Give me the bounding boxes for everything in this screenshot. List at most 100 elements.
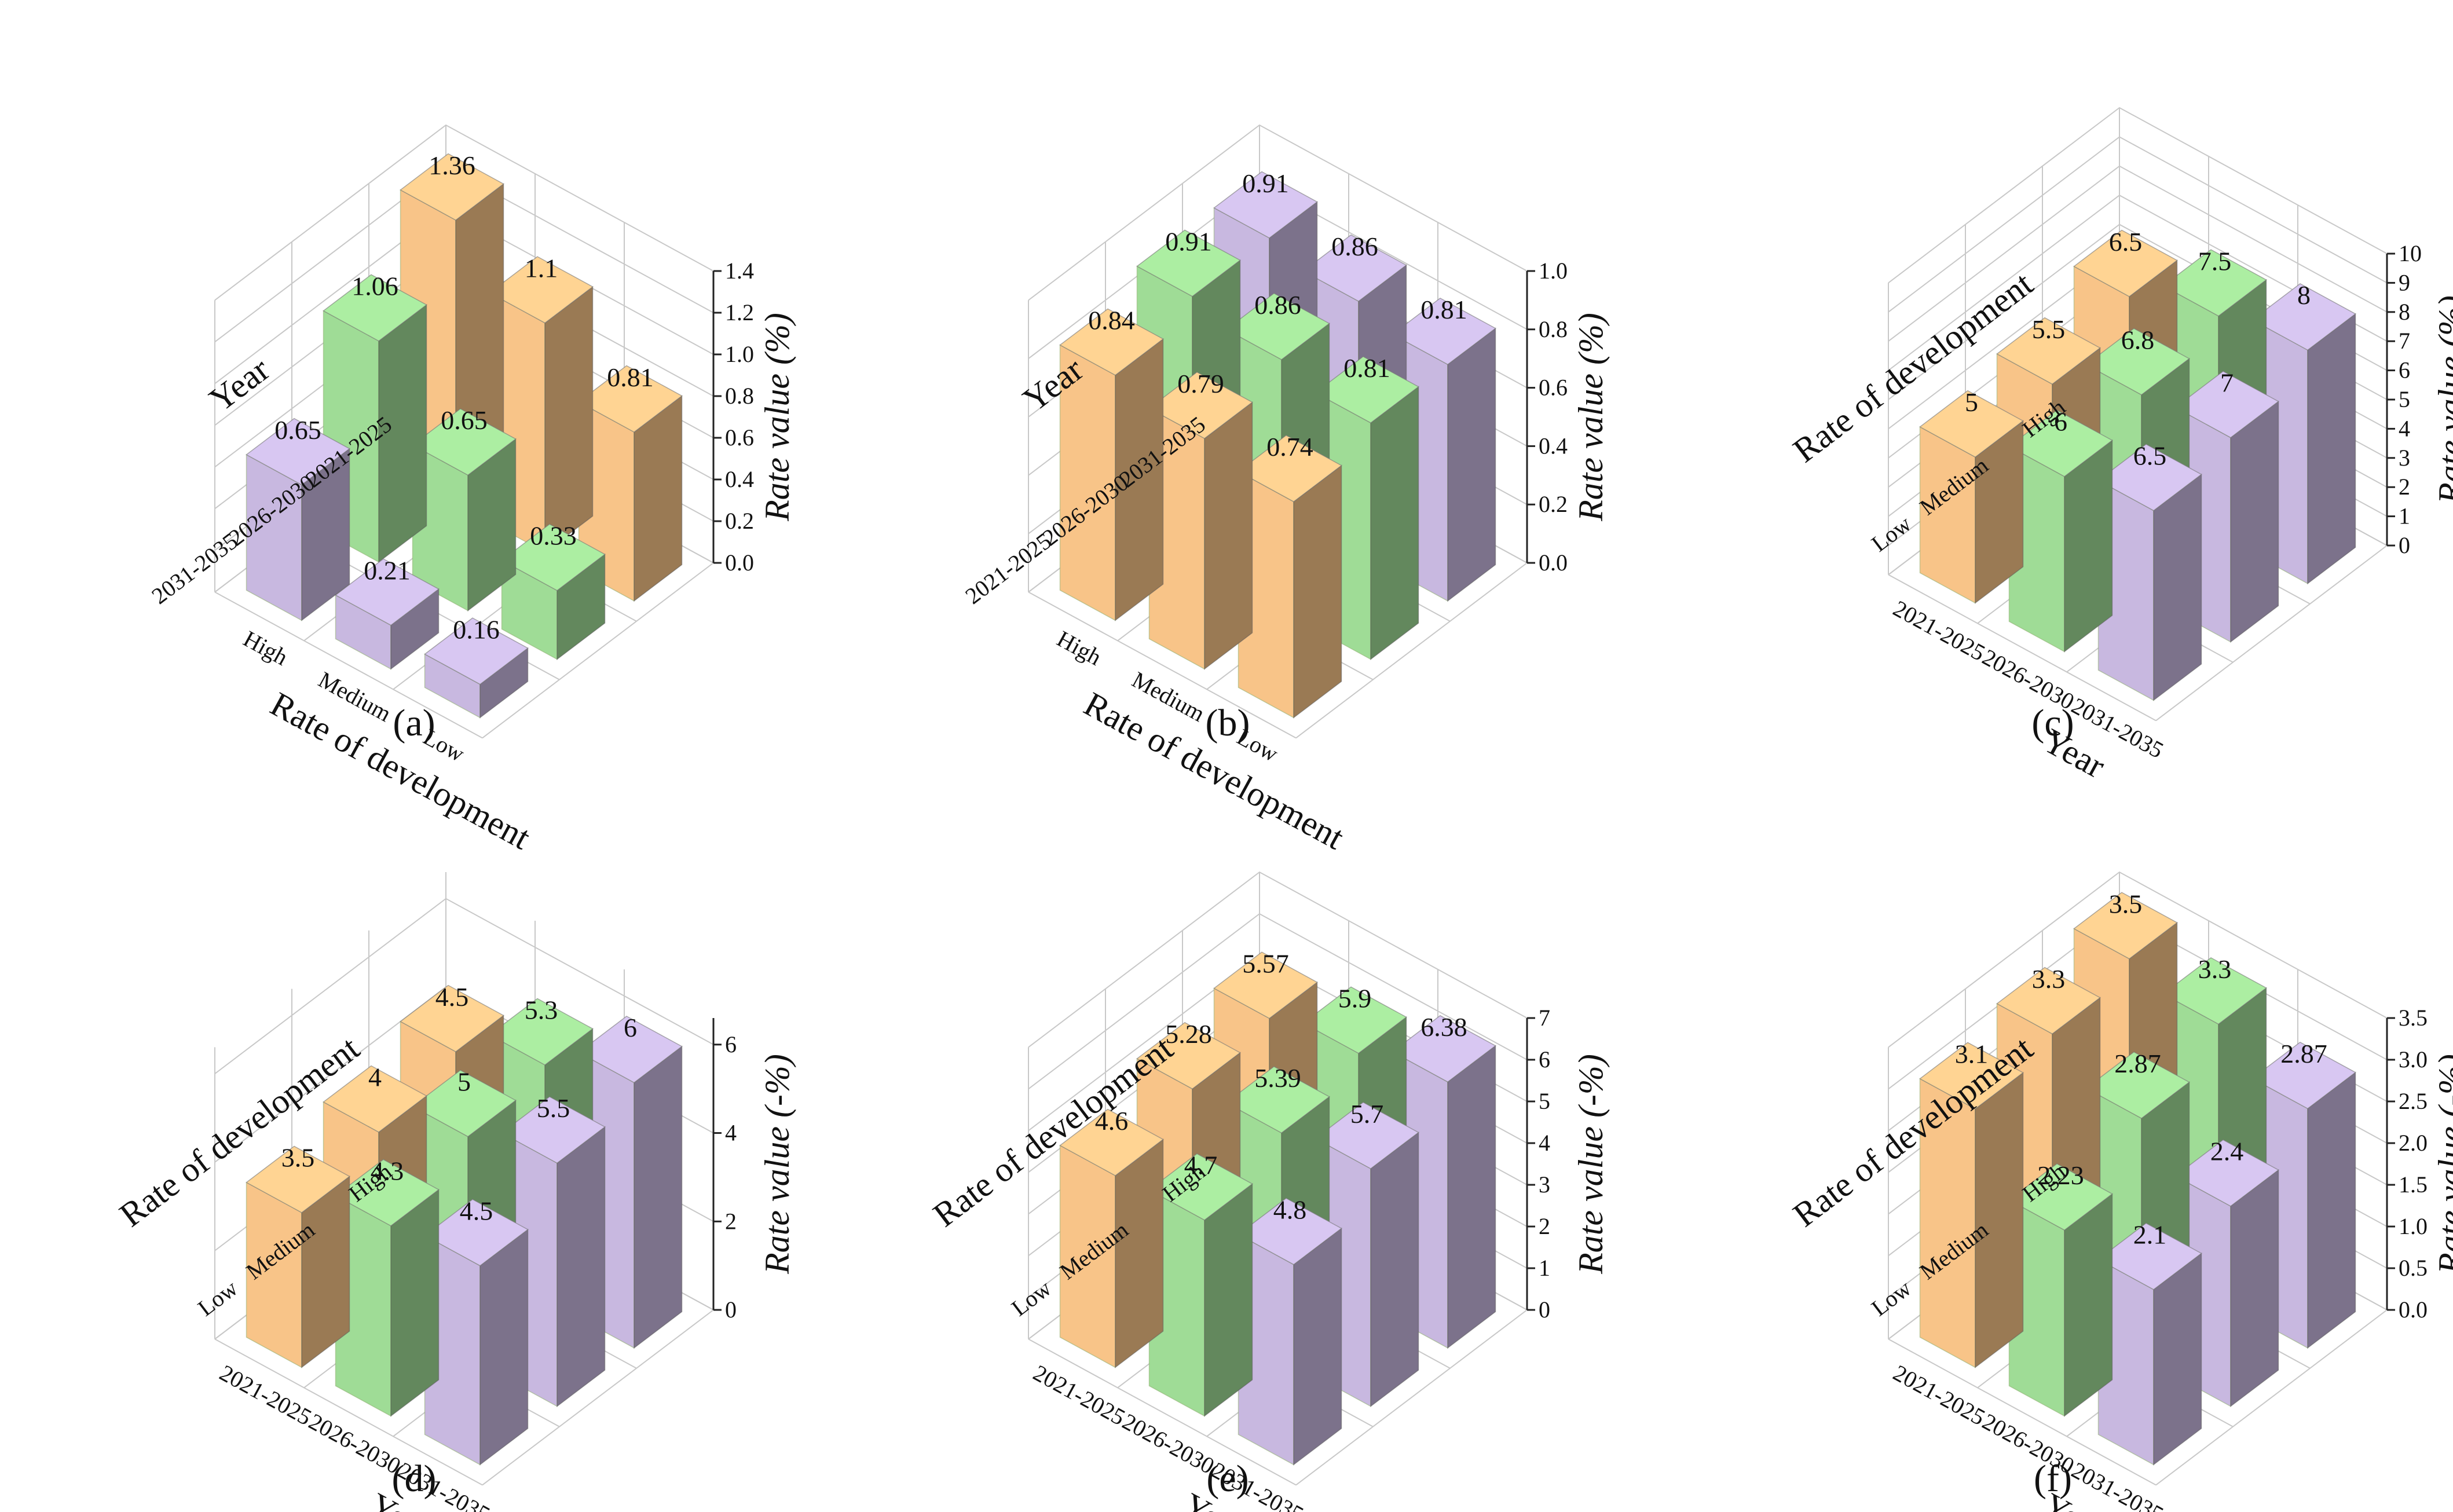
data-label: 6 — [2054, 407, 2067, 437]
value-tick-label: 0.0 — [1539, 550, 1568, 576]
bar-low-2026-2030 — [2008, 1163, 2113, 1417]
value-tick-label: 5 — [1539, 1088, 1550, 1114]
data-label: 0.79 — [1177, 369, 1224, 398]
data-label: 0.65 — [274, 415, 321, 445]
bar-2021-2025-low — [1238, 434, 1342, 719]
bar-2031-2035-medium — [335, 558, 440, 670]
value-tick-label: 0.0 — [2399, 1297, 2428, 1323]
value-tick-label: 2 — [2399, 474, 2410, 500]
panel-label-d: (d) — [392, 1458, 437, 1500]
panel-label-f: (f) — [2034, 1458, 2072, 1500]
column-tick-label: 2026-2030 — [1118, 1408, 1219, 1480]
value-axis-title: Rate value (%) — [758, 313, 796, 522]
data-label: 3.5 — [2109, 889, 2143, 918]
data-label: 1.1 — [525, 253, 558, 283]
value-tick-label: 6 — [2399, 357, 2410, 383]
data-label: 3.1 — [1955, 1039, 1989, 1069]
data-label: 2.87 — [2280, 1039, 2327, 1068]
chart-d: 0 2 4 6 Rate value (-%) 6 5.3 4.5 5.5 5 4 4.5 4.3 3.5… — [112, 872, 796, 1512]
data-label: 0.81 — [1420, 295, 1467, 324]
value-tick-label: 0.4 — [1539, 433, 1568, 459]
value-axis: 0 2 4 6 Rate value (-%) — [712, 1018, 796, 1323]
column-tick-label: High — [239, 625, 292, 671]
data-label: 6.5 — [2109, 227, 2143, 257]
bar-low-2021-2025 — [1059, 1108, 1164, 1368]
value-axis-title: Rate value (-%) — [2432, 1054, 2453, 1275]
data-label: 4 — [368, 1063, 382, 1092]
data-label: 5 — [457, 1067, 471, 1096]
row-tick-label: 2031-2035 — [147, 528, 242, 609]
data-label: 7 — [2220, 368, 2234, 397]
value-tick-label: 0.6 — [1539, 375, 1568, 401]
column-tick-label: 2021-2025 — [1889, 1360, 1990, 1431]
value-axis: 0.0 0.2 0.4 0.6 0.8 1.0 1.2 1.4 Rate value (%) — [712, 258, 796, 576]
bar-2031-2035-low — [424, 617, 529, 719]
row-axis-title: Year — [202, 350, 276, 419]
bars: 0.81 0.86 0.91 0.81 0.86 0.91 0.74 0.79 0.84 — [1059, 169, 1496, 719]
value-tick-label: 2.5 — [2399, 1088, 2428, 1114]
column-tick-label: 2021-2025 — [1889, 595, 1990, 667]
bars: 2.87 3.3 3.5 2.4 2.87 3.3 2.1 2.23 3.1 — [1919, 889, 2356, 1466]
data-label: 5.28 — [1165, 1019, 1212, 1049]
column-tick-label: 2026-2030 — [305, 1408, 405, 1480]
value-tick-label: 2 — [1539, 1213, 1550, 1239]
data-label: 5.39 — [1254, 1063, 1301, 1093]
value-tick-label: 0.5 — [2399, 1255, 2428, 1281]
data-label: 0.16 — [453, 614, 500, 644]
data-label: 6.38 — [1420, 1012, 1467, 1042]
data-label: 2.4 — [2210, 1137, 2244, 1166]
value-tick-label: 1.0 — [2399, 1213, 2428, 1239]
value-axis-title: Rate value (-%) — [758, 1054, 796, 1275]
value-tick-label: 1 — [1539, 1255, 1550, 1281]
column-tick-label: 2021-2025 — [215, 1360, 316, 1431]
value-tick-label: 1.5 — [2399, 1171, 2428, 1198]
bar-low-2031-2035 — [2097, 1222, 2202, 1466]
data-label: 1.06 — [352, 272, 398, 301]
value-tick-label: 0.6 — [725, 424, 754, 451]
value-tick-label: 3.5 — [2399, 1005, 2428, 1031]
data-label: 0.74 — [1266, 432, 1313, 462]
chart-f: 0.0 0.5 1.0 1.5 2.0 2.5 3.0 3.5 Rate value (-%) 2… — [1786, 871, 2453, 1512]
value-tick-label: 1.4 — [725, 258, 754, 284]
data-label: 2.23 — [2037, 1160, 2084, 1190]
value-tick-label: 3 — [2399, 445, 2410, 471]
value-tick-label: 1.0 — [1539, 258, 1568, 284]
value-tick-label: 0.2 — [725, 508, 754, 534]
value-tick-label: 6 — [1539, 1046, 1550, 1072]
value-tick-label: 4 — [1539, 1130, 1550, 1156]
value-tick-label: 2.0 — [2399, 1130, 2428, 1156]
value-tick-label: 0 — [2399, 532, 2410, 558]
value-tick-label: 9 — [2399, 269, 2410, 295]
value-tick-label: 0 — [725, 1297, 737, 1323]
bars: 6 5.3 4.5 5.5 5 4 4.5 4.3 3.5 — [246, 982, 683, 1466]
bar-low-2021-2025 — [246, 1145, 350, 1368]
data-label: 5.5 — [2032, 314, 2066, 344]
value-tick-label: 5 — [2399, 386, 2410, 412]
data-label: 5 — [1965, 387, 1978, 417]
data-label: 0.86 — [1331, 232, 1378, 261]
chart-c: 0 1 2 3 4 5 6 7 8 9 10 Rate value (%) 8 7.5 6.5 7 6.8 5.5… — [1786, 107, 2453, 785]
data-label: 8 — [2297, 280, 2311, 310]
data-label: 4.3 — [371, 1156, 404, 1186]
data-label: 5.7 — [1350, 1099, 1384, 1129]
bar-low-2021-2025 — [1919, 1042, 2024, 1368]
value-tick-label: 8 — [2399, 299, 2410, 325]
panel-label-c: (c) — [2031, 702, 2074, 744]
value-tick-label: 10 — [2399, 240, 2422, 266]
value-tick-label: 4 — [2399, 415, 2410, 441]
data-label: 0.81 — [607, 363, 654, 392]
value-axis: 0 1 2 3 4 5 6 7 8 9 10 Rate value (%) — [2386, 240, 2453, 558]
value-tick-label: 7 — [1539, 1005, 1550, 1031]
data-label: 0.81 — [1343, 353, 1390, 383]
data-label: 4.6 — [1095, 1106, 1129, 1136]
data-label: 3.5 — [281, 1143, 315, 1173]
bar-high-2031-2035 — [2251, 283, 2356, 585]
data-label: 5.57 — [1242, 949, 1289, 978]
data-label: 2.87 — [2114, 1049, 2161, 1078]
column-tick-label: High — [1053, 625, 1106, 671]
data-label: 0.65 — [441, 405, 488, 435]
value-tick-label: 0.0 — [725, 550, 754, 576]
